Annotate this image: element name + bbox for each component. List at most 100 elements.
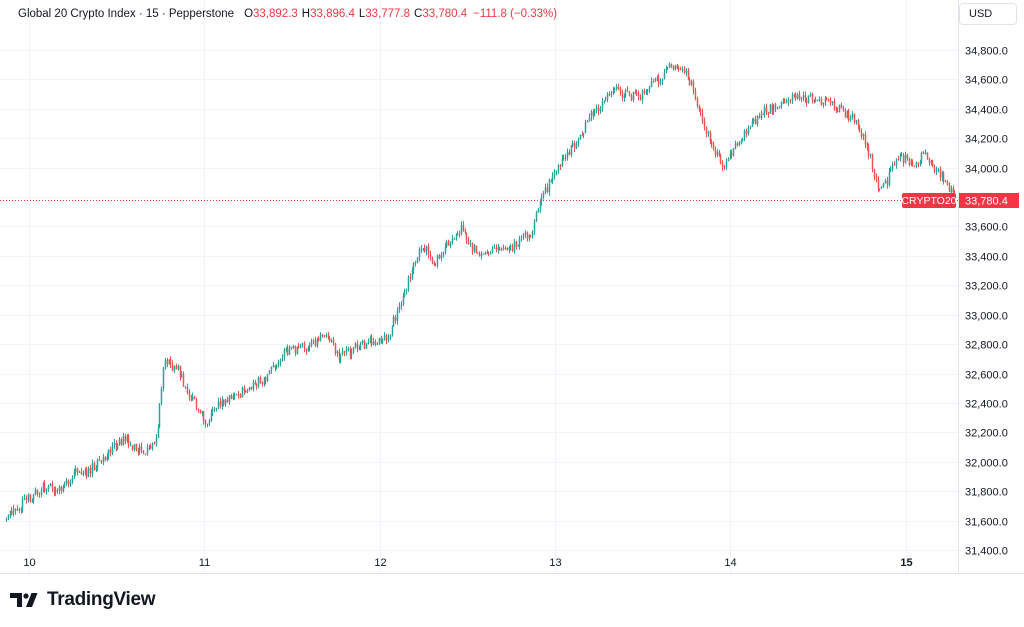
brand-name: TradingView bbox=[47, 589, 156, 610]
time-axis[interactable]: 10 11 12 13 14 15 bbox=[23, 557, 912, 569]
candle-body bbox=[250, 387, 253, 390]
candle-body bbox=[637, 93, 640, 97]
candle-body bbox=[771, 104, 774, 112]
candle-body bbox=[889, 169, 892, 172]
candle-body bbox=[586, 121, 589, 123]
candle-body bbox=[232, 396, 235, 399]
candle-body bbox=[98, 459, 101, 461]
candle-body bbox=[453, 238, 456, 240]
price-tick-label: 34,200.0 bbox=[965, 134, 1008, 146]
candle-body bbox=[445, 241, 448, 248]
candle-body bbox=[407, 276, 410, 290]
candle-body bbox=[703, 120, 706, 128]
candle-body bbox=[522, 234, 525, 238]
candle-body bbox=[356, 343, 359, 349]
candle-body bbox=[822, 102, 825, 105]
candle-body bbox=[937, 169, 940, 171]
candle-body bbox=[597, 108, 600, 112]
candle-body bbox=[385, 335, 388, 341]
currency-button[interactable]: USD bbox=[959, 3, 1017, 25]
price-tick-label: 32,800.0 bbox=[965, 340, 1008, 352]
candle-body bbox=[266, 374, 269, 381]
candle-body bbox=[893, 164, 896, 166]
candle-body bbox=[754, 119, 757, 125]
candle-body bbox=[202, 411, 205, 421]
candle-body bbox=[460, 225, 463, 235]
price-tick-label: 31,600.0 bbox=[965, 517, 1008, 529]
candle-body bbox=[858, 126, 861, 132]
candle-body bbox=[688, 79, 691, 85]
candle-body bbox=[359, 343, 362, 350]
candle-body bbox=[82, 473, 85, 475]
candle-body bbox=[509, 246, 512, 247]
candle-body bbox=[352, 347, 355, 353]
candle-body bbox=[255, 384, 258, 387]
price-axis[interactable]: 31,400.0 31,600.0 31,800.0 32,000.0 32,200.0… bbox=[965, 46, 1008, 558]
candle-body bbox=[135, 444, 138, 451]
candle-body bbox=[911, 161, 914, 167]
candle-body bbox=[414, 262, 417, 264]
candle-body bbox=[924, 152, 927, 154]
candle-body bbox=[23, 498, 26, 500]
candle-body bbox=[133, 444, 136, 450]
candle-body bbox=[639, 96, 642, 100]
candle-body bbox=[427, 246, 430, 255]
candle-body bbox=[727, 159, 730, 162]
price-tick-label: 34,800.0 bbox=[965, 46, 1008, 58]
candle-body bbox=[241, 387, 244, 398]
candle-body bbox=[539, 201, 542, 209]
candle-body bbox=[513, 241, 516, 252]
candle-body bbox=[27, 494, 30, 501]
candle-body bbox=[102, 456, 105, 463]
candle-body bbox=[531, 232, 534, 236]
candle-body bbox=[257, 377, 260, 387]
candle-body bbox=[699, 109, 702, 113]
candle-body bbox=[400, 303, 403, 306]
candle-body bbox=[47, 485, 50, 489]
candle-body bbox=[656, 77, 659, 79]
candle-body bbox=[169, 359, 172, 365]
time-tick-label: 12 bbox=[374, 557, 386, 569]
candle-body bbox=[833, 101, 836, 111]
candle-body bbox=[275, 365, 278, 369]
price-tick-label: 34,000.0 bbox=[965, 164, 1008, 176]
candle-body bbox=[626, 90, 629, 92]
candle-body bbox=[16, 509, 19, 511]
candle-body bbox=[820, 99, 823, 105]
candle-body bbox=[321, 334, 324, 336]
candle-body bbox=[365, 343, 368, 349]
candle-body bbox=[891, 164, 894, 170]
tradingview-logo[interactable]: TradingView bbox=[10, 589, 156, 611]
candle-body bbox=[243, 387, 246, 391]
candle-body bbox=[254, 382, 257, 385]
candle-body bbox=[480, 253, 483, 256]
candle-body bbox=[772, 104, 775, 112]
candle-body bbox=[80, 471, 83, 475]
candle-body bbox=[21, 499, 24, 510]
candle-body bbox=[436, 255, 439, 266]
candle-body bbox=[179, 365, 182, 378]
candle-body bbox=[756, 115, 759, 125]
candle-body bbox=[760, 113, 763, 118]
candle-body bbox=[621, 92, 624, 98]
candle-body bbox=[714, 149, 717, 155]
symbol-title[interactable]: Global 20 Crypto Index · 15 · Pepperston… bbox=[18, 8, 235, 20]
candle-body bbox=[246, 390, 249, 393]
candle-body bbox=[570, 145, 573, 155]
candle-body bbox=[182, 373, 185, 387]
candle-body bbox=[846, 110, 849, 118]
candle-body bbox=[43, 483, 46, 492]
candle-body bbox=[873, 169, 876, 177]
candle-body bbox=[244, 390, 247, 393]
candle-body bbox=[577, 139, 580, 143]
candle-body bbox=[650, 81, 653, 88]
candle-body bbox=[281, 357, 284, 361]
candle-body bbox=[544, 187, 547, 193]
candle-body bbox=[221, 399, 224, 406]
candle-body bbox=[345, 348, 348, 353]
candle-body bbox=[824, 97, 827, 103]
candle-body bbox=[449, 241, 452, 246]
candle-body bbox=[593, 109, 596, 116]
symbol-legend[interactable]: Global 20 Crypto Index · 15 · Pepperston… bbox=[18, 5, 557, 23]
